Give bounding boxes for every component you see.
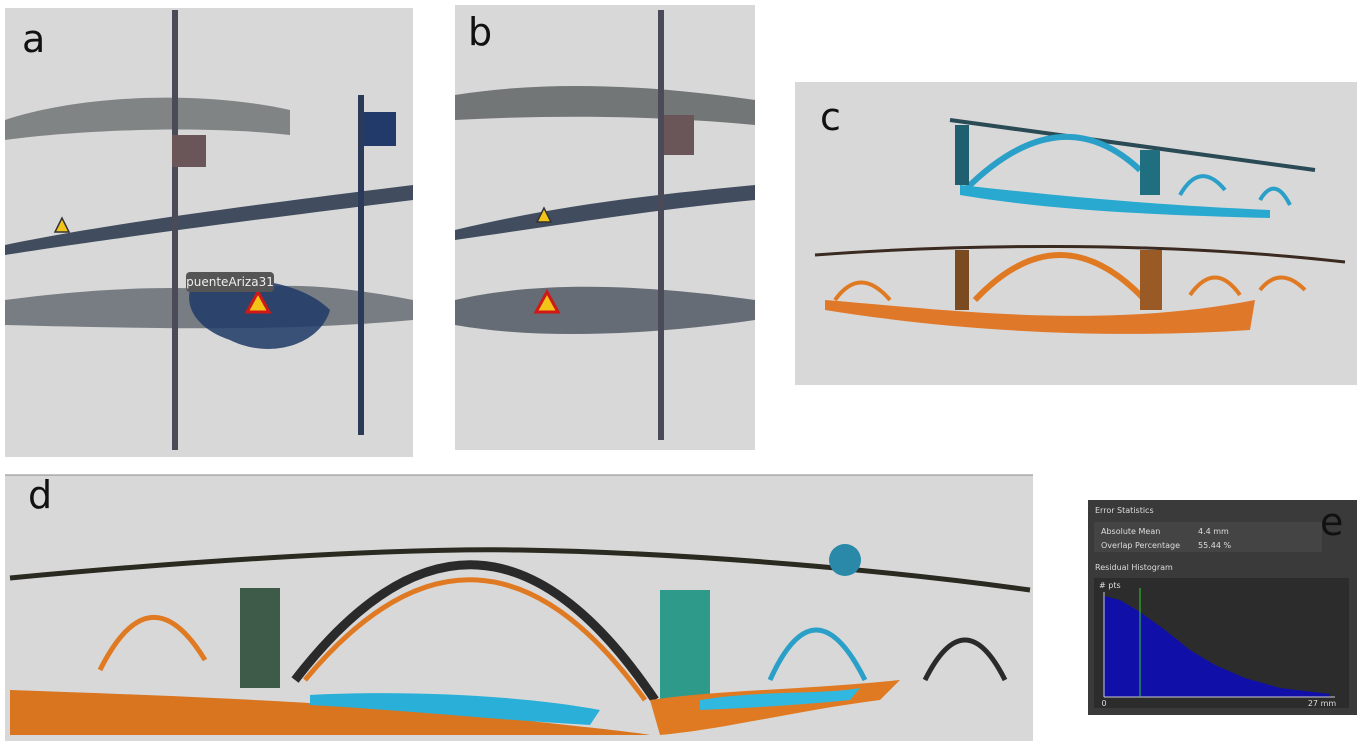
- shape: [795, 82, 1357, 385]
- panel-e: Error Statistics Absolute Mean 4.4 mm Ov…: [1088, 500, 1357, 715]
- panel-b: b: [455, 5, 755, 450]
- x-min-label: 0: [1101, 699, 1106, 708]
- shape: [658, 10, 664, 440]
- shape: [364, 112, 396, 146]
- histogram-title: Residual Histogram: [1095, 563, 1173, 572]
- stat-value: 4.4 mm: [1198, 527, 1229, 536]
- y-axis-label: # pts: [1099, 581, 1121, 590]
- panel-a: puenteAriza31 a: [5, 8, 413, 457]
- shape: [358, 95, 364, 435]
- shape: [955, 125, 969, 185]
- shape: [240, 588, 280, 688]
- shape: [172, 135, 206, 167]
- panel-c: c: [795, 82, 1357, 385]
- shape: [1140, 250, 1162, 310]
- panel-d: d: [5, 473, 1033, 741]
- tooltip: puenteAriza31: [186, 275, 274, 289]
- stat-value: 55.44 %: [1198, 541, 1231, 550]
- panel-label: e: [1320, 500, 1343, 544]
- shape: [660, 590, 710, 700]
- shape: [955, 250, 969, 310]
- panel-label: b: [468, 10, 492, 54]
- stat-name: Absolute Mean: [1101, 527, 1160, 536]
- shape: [664, 115, 694, 155]
- x-max-label: 27 mm: [1308, 699, 1337, 708]
- panel-label: a: [22, 17, 45, 61]
- page: {"panels": { "a": {"label": "a", "toolti…: [0, 0, 1367, 741]
- shape: [829, 544, 861, 576]
- shape: [172, 10, 178, 450]
- stat-name: Overlap Percentage: [1101, 541, 1180, 550]
- figure: puenteAriza31 a b c: [0, 0, 1367, 741]
- panel-label: c: [820, 95, 841, 139]
- panel-label: d: [28, 473, 52, 517]
- shape: [1140, 150, 1160, 195]
- stats-title: Error Statistics: [1095, 506, 1154, 515]
